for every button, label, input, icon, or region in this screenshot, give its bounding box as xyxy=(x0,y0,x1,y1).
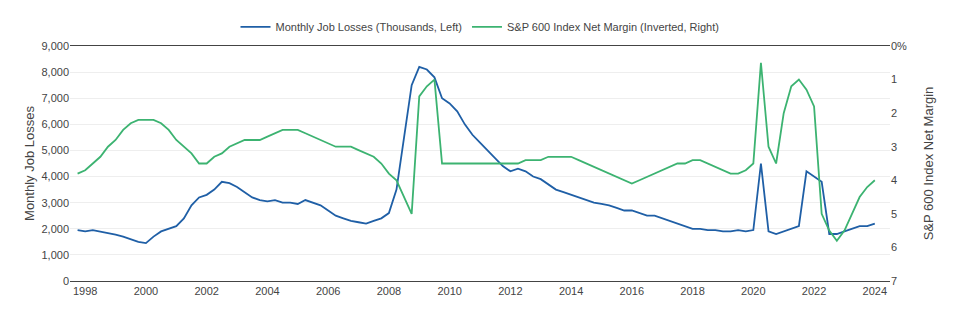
svg-text:2008: 2008 xyxy=(377,285,401,297)
svg-text:4,000: 4,000 xyxy=(41,170,69,182)
svg-text:3,000: 3,000 xyxy=(41,197,69,209)
svg-text:2000: 2000 xyxy=(134,285,158,297)
svg-text:1,000: 1,000 xyxy=(41,249,69,261)
svg-text:0: 0 xyxy=(63,275,69,287)
svg-text:6,000: 6,000 xyxy=(41,118,69,130)
svg-text:5: 5 xyxy=(891,208,897,220)
svg-text:2022: 2022 xyxy=(802,285,826,297)
svg-text:2024: 2024 xyxy=(863,285,887,297)
svg-text:S&P 600 Index Net Margin: S&P 600 Index Net Margin xyxy=(921,87,936,241)
svg-text:2012: 2012 xyxy=(498,285,522,297)
svg-text:S&P 600 Index Net Margin (Inve: S&P 600 Index Net Margin (Inverted, Righ… xyxy=(507,21,719,33)
svg-text:2: 2 xyxy=(891,107,897,119)
svg-text:2006: 2006 xyxy=(316,285,340,297)
svg-text:Monthly Job Losses: Monthly Job Losses xyxy=(22,106,37,221)
svg-text:1: 1 xyxy=(891,73,897,85)
svg-text:2014: 2014 xyxy=(559,285,583,297)
svg-text:0%: 0% xyxy=(891,40,907,52)
svg-text:2016: 2016 xyxy=(620,285,644,297)
svg-text:2004: 2004 xyxy=(255,285,279,297)
svg-text:1998: 1998 xyxy=(73,285,97,297)
svg-text:2010: 2010 xyxy=(437,285,461,297)
svg-text:7,000: 7,000 xyxy=(41,92,69,104)
svg-text:7: 7 xyxy=(891,275,897,287)
svg-text:2018: 2018 xyxy=(680,285,704,297)
svg-text:8,000: 8,000 xyxy=(41,66,69,78)
svg-text:Monthly Job Losses (Thousands,: Monthly Job Losses (Thousands, Left) xyxy=(276,21,462,33)
svg-text:3: 3 xyxy=(891,141,897,153)
svg-text:9,000: 9,000 xyxy=(41,40,69,52)
svg-text:2020: 2020 xyxy=(741,285,765,297)
svg-text:2002: 2002 xyxy=(194,285,218,297)
svg-text:5,000: 5,000 xyxy=(41,144,69,156)
svg-text:2,000: 2,000 xyxy=(41,223,69,235)
svg-text:4: 4 xyxy=(891,174,897,186)
svg-text:6: 6 xyxy=(891,241,897,253)
